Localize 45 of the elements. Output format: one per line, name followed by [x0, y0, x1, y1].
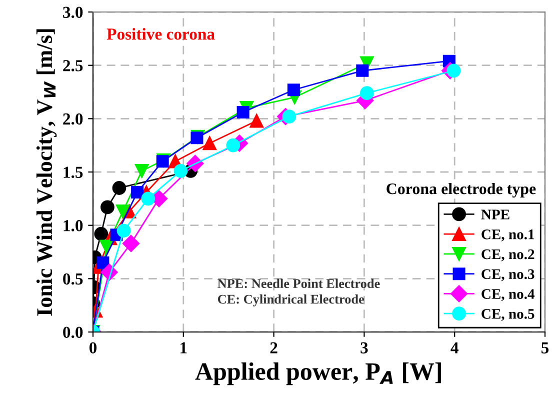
point [122, 234, 140, 252]
point [100, 240, 114, 254]
y-tick-label: 0.0 [63, 326, 83, 338]
point [112, 181, 126, 195]
legend-label: NPE [481, 210, 510, 220]
point [282, 110, 296, 124]
point [141, 192, 156, 206]
y-tick-label: 3.0 [63, 6, 83, 18]
y-axis-title: Ionic Wind Velocity, V$_{W}$ [m/s] [36, 29, 57, 316]
legend-label: CE, no.2 [482, 249, 534, 262]
point [360, 86, 374, 100]
point [100, 200, 114, 214]
y-tick-label: 1.0 [64, 220, 83, 232]
point [202, 136, 217, 150]
point [174, 164, 188, 178]
y-tick-label: 2.5 [63, 60, 83, 72]
x-tick-label: 4 [450, 342, 458, 354]
x-tick-label: 2 [270, 342, 278, 354]
x-tick-label: 1 [180, 342, 187, 354]
point [356, 64, 369, 77]
legend-label: CE, no.1 [482, 230, 534, 242]
point [116, 204, 130, 218]
x-tick-label: 0 [89, 342, 97, 354]
legend-label: CE, no.4 [482, 289, 535, 302]
legend-label: CE, no.5 [482, 309, 534, 321]
point [287, 84, 300, 96]
point [446, 64, 461, 78]
x-tick-label: 5 [542, 342, 549, 354]
annotation: Positive corona [106, 28, 215, 40]
point [250, 114, 264, 128]
x-tick-label: 3 [360, 342, 368, 354]
y-tick-label: 0.5 [63, 273, 83, 285]
point [116, 224, 131, 238]
point [131, 186, 144, 199]
point [94, 226, 108, 241]
point [134, 164, 149, 178]
legend-title: Corona electrode type [386, 182, 536, 198]
point [96, 256, 110, 269]
legend-label: CE, no.3 [482, 269, 534, 282]
y-tick-label: 1.5 [64, 166, 83, 178]
annotation: NPE: Needle Point Electrode CE: Cylindrical Electrode [218, 278, 380, 306]
point [236, 106, 250, 119]
y-tick-label: 2.0 [63, 113, 83, 125]
point [226, 138, 240, 152]
x-axis-title: Applied power, P$_{A}$ [W] [195, 362, 441, 386]
